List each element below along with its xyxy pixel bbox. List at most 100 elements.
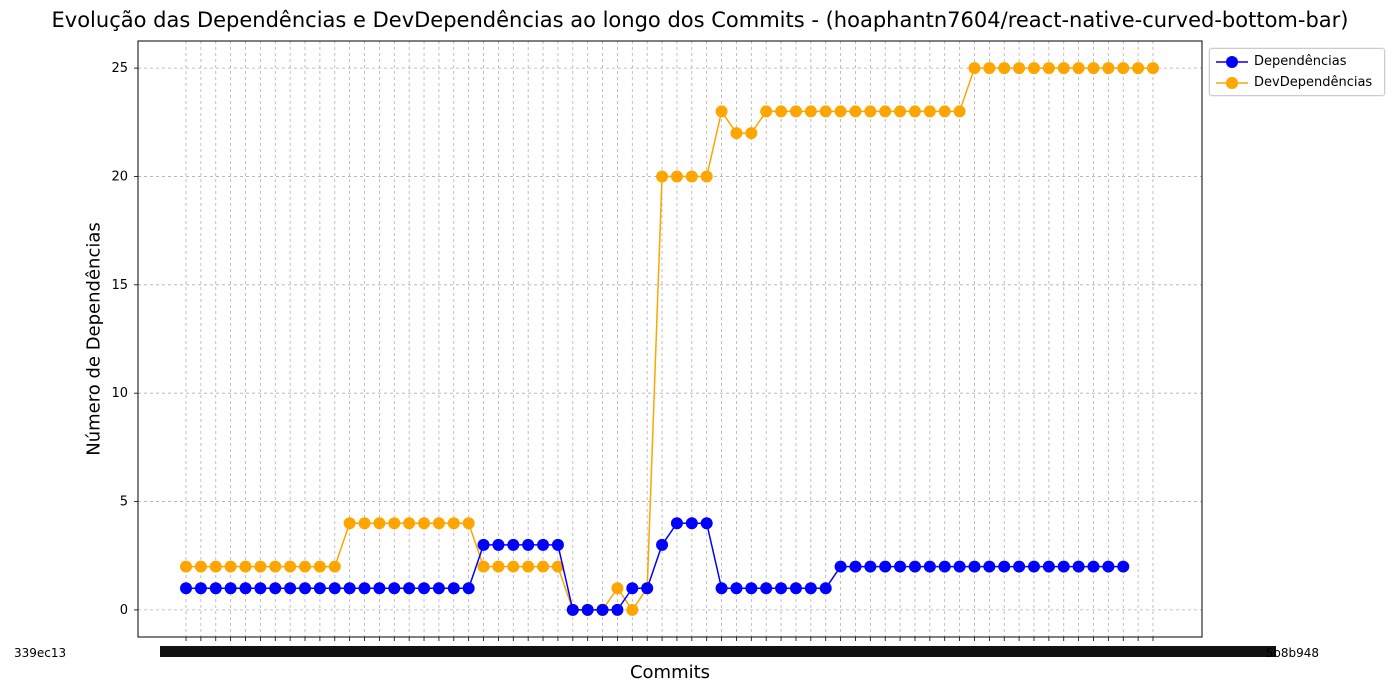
data-point [507, 560, 520, 573]
data-point [611, 603, 624, 616]
chart-title: Evolução das Dependências e DevDependênc… [51, 8, 1349, 32]
data-point [983, 62, 996, 75]
grid [138, 41, 1202, 637]
data-point [626, 582, 639, 595]
data-point [1147, 62, 1159, 75]
data-point [596, 603, 609, 616]
data-point [299, 560, 312, 573]
data-point [998, 62, 1011, 75]
data-point [894, 105, 907, 118]
data-point [626, 603, 639, 616]
data-point [432, 582, 445, 595]
legend: Dependências DevDependências [1209, 48, 1385, 96]
data-point [864, 560, 877, 573]
data-point [760, 582, 773, 595]
data-point [180, 560, 192, 573]
data-point [1042, 62, 1055, 75]
data-point [418, 517, 431, 530]
data-point [432, 517, 445, 530]
data-point [358, 582, 371, 595]
series-line [186, 522, 1124, 611]
data-point [209, 560, 222, 573]
x-tick-label-first: 339ec13 [14, 646, 66, 660]
data-point [373, 582, 386, 595]
data-point [284, 582, 297, 595]
data-point [834, 105, 847, 118]
axes-frame [137, 40, 1203, 638]
data-point [477, 560, 490, 573]
x-axis-ticks: 339ec13 5b8b948 [14, 637, 1319, 660]
data-point [194, 582, 207, 595]
data-point [745, 582, 758, 595]
data-point [789, 582, 802, 595]
data-point [656, 538, 669, 551]
data-point [849, 560, 862, 573]
data-point [879, 560, 892, 573]
data-point [447, 517, 460, 530]
y-tick-label: 10 [111, 386, 128, 401]
legend-label-dependencias: Dependências [1254, 54, 1347, 69]
data-point [685, 170, 698, 183]
data-point [1027, 560, 1040, 573]
data-point [1102, 560, 1115, 573]
data-point [492, 538, 505, 551]
data-point [194, 560, 207, 573]
data-point [953, 105, 966, 118]
data-point [328, 582, 341, 595]
data-point [254, 560, 267, 573]
data-point [1087, 560, 1100, 573]
data-point [313, 582, 326, 595]
data-point [700, 170, 713, 183]
data-point [775, 105, 788, 118]
data-point [983, 560, 996, 573]
y-axis-ticks: 0 5 10 15 20 25 [111, 61, 138, 618]
data-point [998, 560, 1011, 573]
data-point [1042, 560, 1055, 573]
series-dependencias [180, 517, 1130, 616]
data-point [403, 517, 416, 530]
legend-swatch-devdependencias [1216, 77, 1248, 89]
legend-label-devdependencias: DevDependências [1254, 75, 1373, 90]
data-point [804, 105, 817, 118]
data-point [641, 582, 654, 595]
data-point [879, 105, 892, 118]
data-point [894, 560, 907, 573]
legend-entry-devdependencias: DevDependências [1210, 73, 1384, 93]
data-point [953, 560, 966, 573]
data-point [849, 105, 862, 118]
data-point [581, 603, 594, 616]
data-point [923, 105, 936, 118]
legend-entry-dependencias: Dependências [1210, 52, 1384, 72]
data-point [1013, 62, 1026, 75]
series-layer [180, 62, 1159, 616]
y-tick-label: 5 [120, 495, 128, 510]
data-point [403, 582, 416, 595]
data-point [864, 105, 877, 118]
y-tick-label: 15 [111, 278, 128, 293]
data-point [551, 538, 564, 551]
x-axis-label: Commits [629, 662, 711, 683]
data-point [1057, 560, 1070, 573]
data-point [224, 560, 237, 573]
data-point [670, 170, 683, 183]
data-point [269, 560, 282, 573]
data-point [239, 560, 252, 573]
data-point [670, 517, 683, 530]
data-point [239, 582, 252, 595]
data-point [1117, 62, 1130, 75]
data-point [819, 582, 832, 595]
data-point [269, 582, 282, 595]
data-point [328, 560, 341, 573]
data-point [760, 105, 773, 118]
data-point [656, 170, 669, 183]
data-point [1072, 560, 1085, 573]
series-line [186, 67, 1153, 612]
data-point [299, 582, 312, 595]
data-point [834, 560, 847, 573]
data-point [492, 560, 505, 573]
data-point [418, 582, 431, 595]
data-point [537, 560, 550, 573]
data-point [284, 560, 297, 573]
data-point [730, 582, 743, 595]
